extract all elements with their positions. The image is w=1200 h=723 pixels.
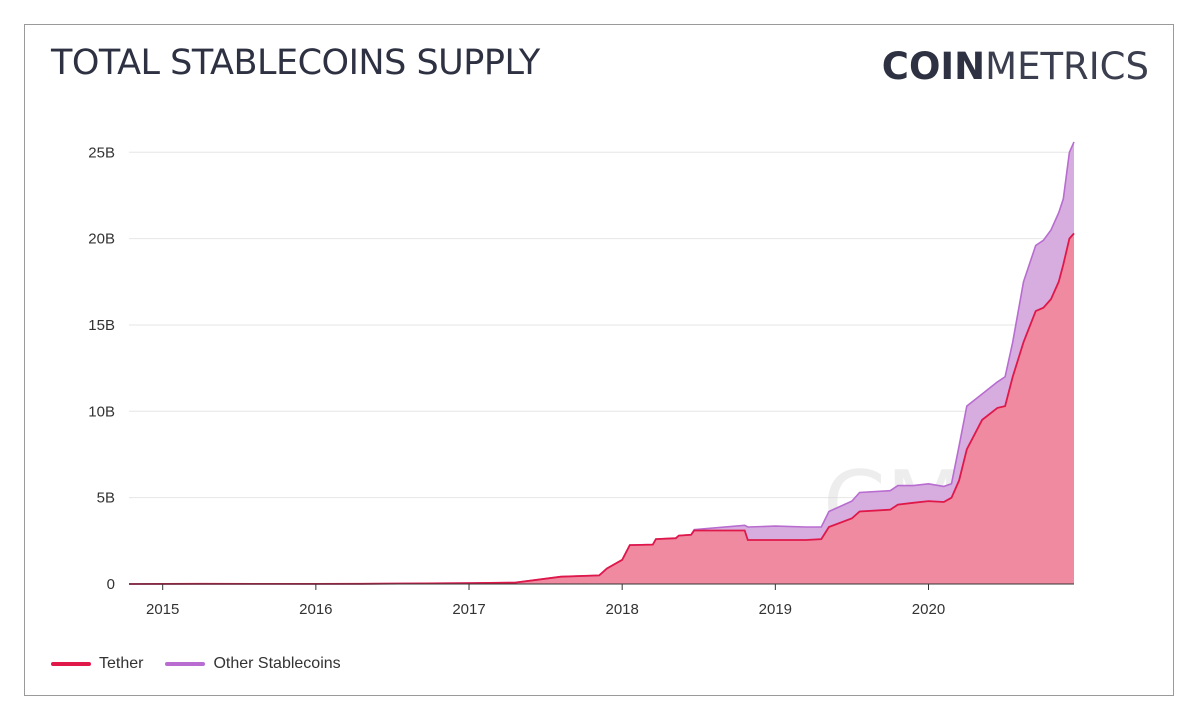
coinmetrics-logo: COINMETRICS — [882, 45, 1149, 88]
stablecoin-supply-chart: 05B10B15B20B25BCM20152016201720182019202… — [88, 141, 1075, 618]
y-tick-label: 20B — [88, 231, 115, 248]
page-title: TOTAL STABLECOINS SUPPLY — [51, 43, 540, 83]
y-tick-label: 10B — [88, 403, 115, 420]
legend-label-tether: Tether — [99, 655, 144, 672]
x-tick-label: 2018 — [605, 601, 638, 618]
x-tick-label: 2019 — [759, 601, 792, 618]
x-tick-label: 2015 — [146, 601, 179, 618]
chart-legend: Tether Other Stablecoins — [51, 655, 341, 673]
x-tick-label: 2020 — [912, 601, 945, 618]
line-tether — [128, 232, 1075, 585]
legend-swatch-tether — [51, 662, 91, 666]
x-tick-label: 2017 — [452, 601, 485, 618]
chart-frame: TOTAL STABLECOINS SUPPLY COINMETRICS 0 5B… — [24, 24, 1174, 696]
logo-bold-text: COIN — [881, 45, 986, 88]
y-tick-label: 5B — [97, 490, 115, 507]
y-tick-label: 15B — [88, 317, 115, 334]
legend-label-other-stablecoins: Other Stablecoins — [213, 655, 341, 672]
x-tick-label: 2016 — [299, 601, 332, 618]
legend-swatch-other-stablecoins — [165, 662, 206, 666]
legend-item-tether[interactable]: Tether — [51, 655, 143, 673]
logo-light-text: METRICS — [985, 45, 1149, 88]
area-tether — [129, 233, 1074, 584]
legend-item-other-stablecoins[interactable]: Other Stablecoins — [165, 655, 341, 673]
y-tick-label: 0 — [107, 576, 115, 593]
y-tick-label: 25B — [88, 144, 115, 161]
